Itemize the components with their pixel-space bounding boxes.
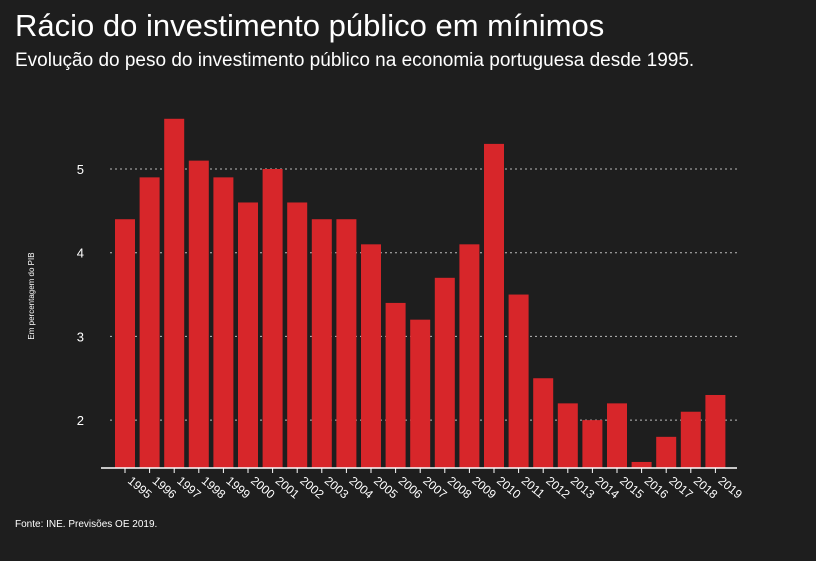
bar	[238, 202, 258, 469]
bar	[188, 160, 209, 468]
chart-subtitle: Evolução do peso do investimento público…	[15, 50, 695, 71]
x-tick-label: 2015	[617, 474, 647, 502]
y-tick-label: 4	[77, 246, 84, 261]
bar	[385, 302, 406, 468]
x-tick-label: 2004	[346, 474, 376, 502]
bar	[139, 177, 160, 468]
x-tick-label: 2007	[420, 474, 450, 502]
bar	[533, 378, 554, 468]
x-tick-label: 2009	[469, 474, 499, 502]
source-note: Fonte: INE. Previsões OE 2019.	[15, 519, 158, 530]
x-tick-label: 1995	[125, 474, 155, 502]
bar	[336, 219, 357, 468]
y-tick-label: 3	[77, 329, 84, 344]
bar	[705, 394, 726, 468]
x-tick-label: 2019	[715, 474, 745, 502]
bar	[557, 403, 578, 468]
x-tick-label: 2001	[273, 474, 303, 502]
x-tick-label: 2002	[297, 474, 327, 502]
bar	[434, 277, 455, 468]
x-tick-label: 2012	[543, 474, 573, 502]
y-tick-label: 5	[77, 162, 84, 177]
y-axis-label: Em percentagem do PIB	[27, 252, 36, 339]
x-tick-label: 1999	[223, 474, 253, 502]
x-tick-label: 2014	[592, 474, 622, 502]
x-tick-label: 2016	[642, 474, 672, 502]
y-tick-label: 2	[77, 413, 84, 428]
bar	[656, 436, 677, 468]
x-tick-label: 2011	[519, 474, 548, 502]
x-tick-label: 2006	[396, 474, 426, 502]
bar	[410, 319, 431, 468]
x-tick-label: 2000	[248, 474, 278, 502]
bar	[287, 202, 308, 469]
bar	[607, 403, 627, 468]
x-tick-label: 2005	[371, 474, 401, 502]
x-tick-label: 2017	[666, 474, 696, 502]
bar	[213, 177, 234, 468]
bar	[484, 143, 504, 468]
x-tick-label: 2008	[445, 474, 475, 502]
bar	[631, 461, 652, 468]
chart-title: Rácio do investimento público em mínimos	[15, 8, 605, 43]
x-tick-label: 1998	[199, 474, 229, 502]
bar	[115, 219, 135, 468]
bar	[459, 244, 480, 468]
x-tick-label: 2003	[322, 474, 352, 502]
bar	[582, 420, 603, 468]
bar	[311, 219, 332, 468]
bar	[262, 169, 283, 468]
x-tick-label: 2013	[568, 474, 598, 502]
x-tick-label: 1997	[174, 474, 204, 502]
x-tick-label: 1996	[150, 474, 180, 502]
bar	[680, 411, 701, 468]
x-tick-label: 2010	[494, 474, 524, 502]
x-tick-label: 2018	[691, 474, 721, 502]
bar	[164, 118, 185, 468]
bar	[508, 294, 529, 468]
bar	[361, 244, 381, 468]
